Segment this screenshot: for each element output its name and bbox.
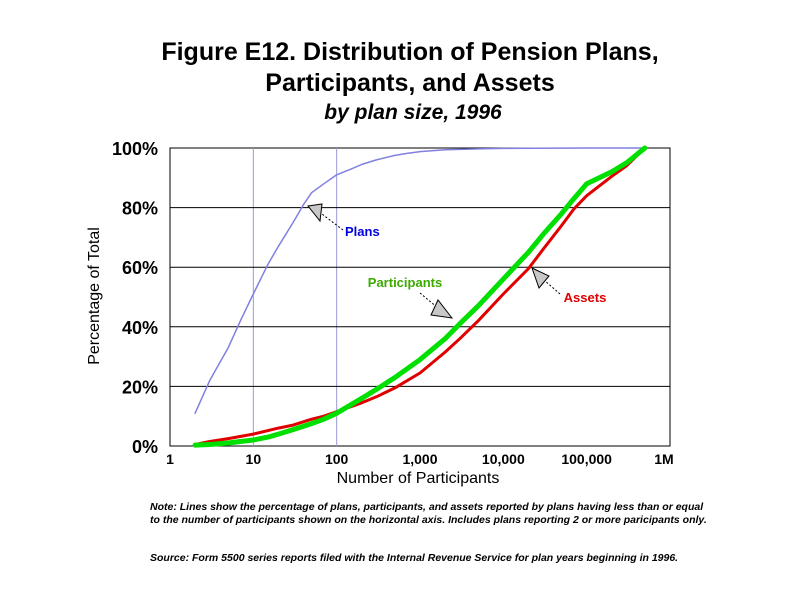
series-line-assets — [193, 146, 647, 446]
x-tick-label: 1 — [166, 451, 174, 467]
y-tick-label: 40% — [122, 318, 158, 338]
chart-subtitle: by plan size, 1996 — [324, 101, 502, 124]
y-tick-label: 20% — [122, 377, 158, 397]
y-tick-label: 100% — [112, 139, 158, 159]
annotation-pointer — [543, 279, 561, 295]
annotation-pointer — [321, 213, 344, 231]
annotation-arrowhead — [531, 267, 550, 289]
x-tick-label: 10 — [246, 451, 262, 467]
chart-note: Note: Lines show the percentage of plans… — [150, 501, 707, 526]
y-tick-label: 60% — [122, 258, 158, 278]
x-tick-label: 1M — [654, 451, 673, 467]
annotation-label: Participants — [368, 275, 442, 290]
x-tick-label: 10,000 — [482, 451, 525, 467]
series-line-plans — [194, 147, 646, 414]
chart-title-line2: Participants, and Assets — [265, 69, 555, 97]
annotation-label: Assets — [564, 290, 607, 305]
x-tick-label: 1,000 — [402, 451, 437, 467]
chart-title-line1: Figure E12. Distribution of Pension Plan… — [161, 38, 659, 66]
x-tick-label: 100,000 — [561, 451, 612, 467]
annotation-arrowhead — [430, 299, 454, 319]
y-tick-label: 80% — [122, 199, 158, 219]
annotation-arrowhead — [307, 203, 323, 223]
x-axis-label: Number of Participants — [337, 470, 500, 487]
y-axis-label: Percentage of Total — [86, 227, 103, 365]
annotation-label: Plans — [345, 224, 380, 239]
chart-source: Source: Form 5500 series reports filed w… — [150, 552, 679, 564]
series-line-participants — [192, 145, 648, 448]
y-tick-label: 0% — [132, 437, 158, 457]
x-tick-label: 100 — [325, 451, 349, 467]
